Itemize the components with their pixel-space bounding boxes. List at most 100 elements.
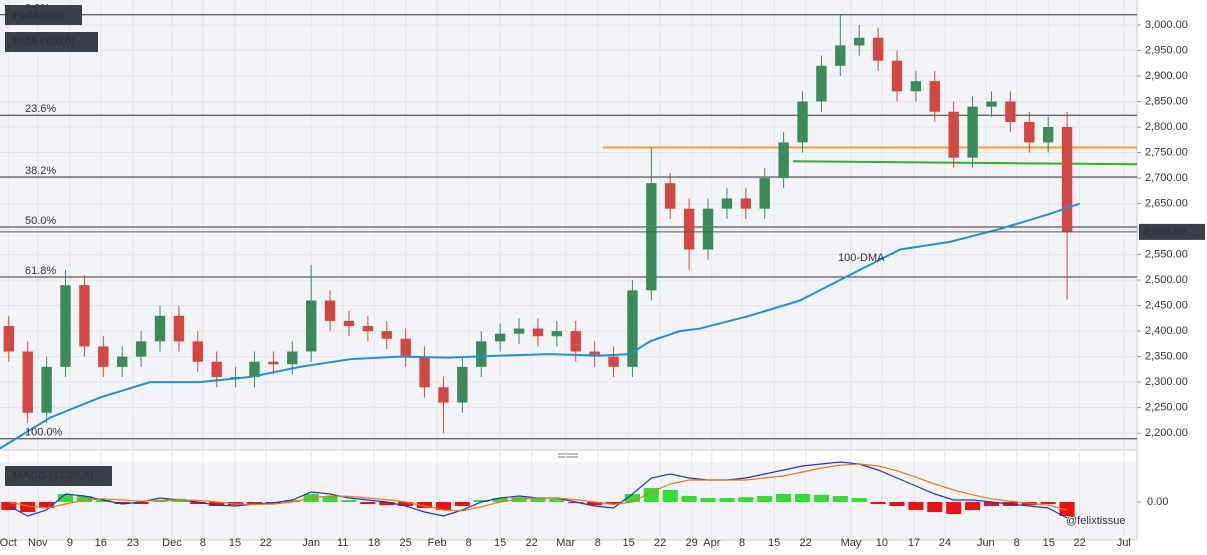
x-tick-label: Feb <box>428 537 447 549</box>
candle-body <box>929 81 940 112</box>
histogram-bar <box>473 500 489 502</box>
x-tick-label: 15 <box>229 537 241 549</box>
x-tick-label: 10 <box>876 537 888 549</box>
x-tick-label: 29 <box>686 537 698 549</box>
candle-body <box>551 331 563 337</box>
candle-body <box>702 208 714 250</box>
x-tick-label: Nov <box>28 537 48 549</box>
trend-line <box>793 160 1138 166</box>
last-price-label: 2,594.50 <box>1143 226 1186 238</box>
x-tick-label: Apr <box>703 537 720 549</box>
x-tick-label: 17 <box>908 537 920 549</box>
y-tick-label: 2,300.00 <box>1145 376 1188 388</box>
x-tick-label: 15 <box>768 537 780 549</box>
x-tick-label: Oct <box>0 537 17 549</box>
candle-body <box>740 198 752 209</box>
histogram-bar <box>530 498 546 502</box>
candle-body <box>589 351 600 357</box>
histogram-bar <box>341 500 357 502</box>
histogram-bar <box>757 496 773 502</box>
histogram-bar <box>284 500 300 502</box>
candle-body <box>117 356 128 367</box>
candle-body <box>513 328 525 334</box>
histogram-bar <box>927 502 943 512</box>
candle-body <box>343 320 355 327</box>
x-tick-label: 8 <box>595 537 601 549</box>
histogram-bar <box>39 502 55 508</box>
histogram-bar <box>20 502 36 512</box>
x-tick-label: 15 <box>1043 537 1055 549</box>
candle-body <box>438 387 449 403</box>
x-tick-label: 15 <box>494 537 506 549</box>
x-tick-label: 8 <box>466 537 472 549</box>
histogram-bar <box>983 502 1000 506</box>
candle-body <box>173 315 185 342</box>
histogram-bar <box>681 496 697 502</box>
x-tick-label: 23 <box>127 537 139 549</box>
histogram-bar <box>605 502 622 504</box>
histogram-bar <box>246 502 263 504</box>
candle-body <box>211 361 222 378</box>
x-tick-label: 15 <box>623 537 635 549</box>
histogram-bar <box>870 502 886 504</box>
y-tick-label: 2,950.00 <box>1145 44 1188 56</box>
watermark: @felixtissue <box>1066 515 1125 527</box>
candle-body <box>797 101 808 143</box>
histogram-bar <box>965 502 981 510</box>
candle-body <box>891 60 903 92</box>
candle-body <box>854 37 865 46</box>
candle-body <box>457 366 468 403</box>
x-tick-label: May <box>841 537 862 549</box>
fib-label: 50.0% <box>25 215 56 227</box>
histogram-bar <box>379 502 395 506</box>
histogram-bar <box>1059 502 1075 516</box>
candle-body <box>532 328 544 337</box>
histogram-bar <box>417 502 433 508</box>
candle-body <box>570 331 581 352</box>
y-tick-label: 2,500.00 <box>1145 274 1188 286</box>
histogram-bar <box>57 494 74 502</box>
candle-body <box>608 356 619 367</box>
candle-body <box>494 333 506 342</box>
macd-title: MACD (12,26,9) <box>13 470 93 482</box>
y-tick-label: 3,000.00 <box>1145 19 1188 31</box>
x-tick-label: Dec <box>162 537 182 549</box>
legend-box <box>5 32 98 52</box>
histogram-bar <box>511 497 527 502</box>
sma-annotation: 100-DMA <box>838 252 885 264</box>
splitter <box>558 453 578 458</box>
candle-body <box>646 183 657 291</box>
x-tick-label: Jul <box>1117 537 1131 549</box>
x-tick-label: Jan <box>302 537 320 549</box>
candle-body <box>135 341 147 357</box>
x-tick-label: 22 <box>654 537 666 549</box>
histogram-bar <box>1040 502 1056 504</box>
histogram-bar <box>209 502 225 506</box>
candle-body <box>1024 121 1035 143</box>
candle-body <box>1042 127 1054 143</box>
x-tick-label: 22 <box>526 537 538 549</box>
candle-body <box>98 346 109 367</box>
histogram-bar <box>492 498 508 502</box>
histogram-bar <box>776 494 792 502</box>
histogram-bar <box>794 494 811 502</box>
histogram-bar <box>398 502 414 506</box>
y-tick-label: 2,550.00 <box>1145 248 1188 260</box>
y-tick-label: 2,800.00 <box>1145 121 1188 133</box>
candle-body <box>154 315 166 342</box>
candle-body <box>759 178 770 209</box>
legend-box <box>5 466 112 486</box>
x-tick-label: 18 <box>368 537 380 549</box>
chart-subtitle: SMA (100,0) <box>13 36 75 48</box>
x-tick-label: 24 <box>939 537 951 549</box>
candle-body <box>986 101 997 107</box>
y-tick-label: 2,400.00 <box>1145 325 1188 337</box>
y-tick-label: 2,350.00 <box>1145 351 1188 363</box>
histogram-bar <box>662 490 678 502</box>
candle-body <box>1005 101 1016 122</box>
histogram-bar <box>76 496 92 502</box>
histogram-bar <box>454 502 470 506</box>
y-tick-label: 2,650.00 <box>1145 197 1188 209</box>
candle-body <box>627 290 638 367</box>
